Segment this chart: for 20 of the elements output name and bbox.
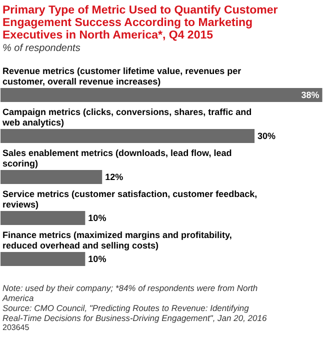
bar [0, 129, 255, 143]
y-tick-label: Campaign metrics (clicks, conversions, shares, traffic and web analytics) [2, 107, 252, 128]
data-label: 10% [88, 254, 106, 264]
chart-subtitle: % of respondents [2, 43, 80, 54]
data-label: 10% [88, 213, 106, 223]
y-tick-label: Finance metrics (maximized margins and profitability, reduced overhead and selling costs) [2, 230, 232, 250]
bar [0, 88, 322, 102]
bar [0, 211, 86, 225]
text: Note: used by their company; *84% of respondents were from North America [2, 283, 258, 303]
y-tick-label: Revenue metrics (customer lifetime value, revenues per customer, overall revenue increases) [2, 66, 242, 86]
y-tick-label: Service metrics (customer satisfaction, customer feedback, reviews) [2, 189, 258, 210]
data-label: 30% [258, 131, 276, 141]
bar [0, 170, 102, 184]
source-note: Source: CMO Council, "Predicting Routes to Revenue: Identifying Real-Time Decisions for Business-Driving Engagement", Jan 20, 2016 [2, 303, 267, 323]
data-label: 38% [301, 90, 320, 100]
y-tick-label: Sales enablement metrics (downloads, lead flow, lead scoring) [2, 148, 232, 168]
data-label: 12% [105, 172, 124, 182]
chart-title: Primary Type of Metric Used to Quantify Customer Engagement Success According to Marketing Executives in North America*, Q4 2015 [2, 4, 278, 42]
text: 203645 [2, 323, 30, 332]
bar [0, 252, 86, 266]
